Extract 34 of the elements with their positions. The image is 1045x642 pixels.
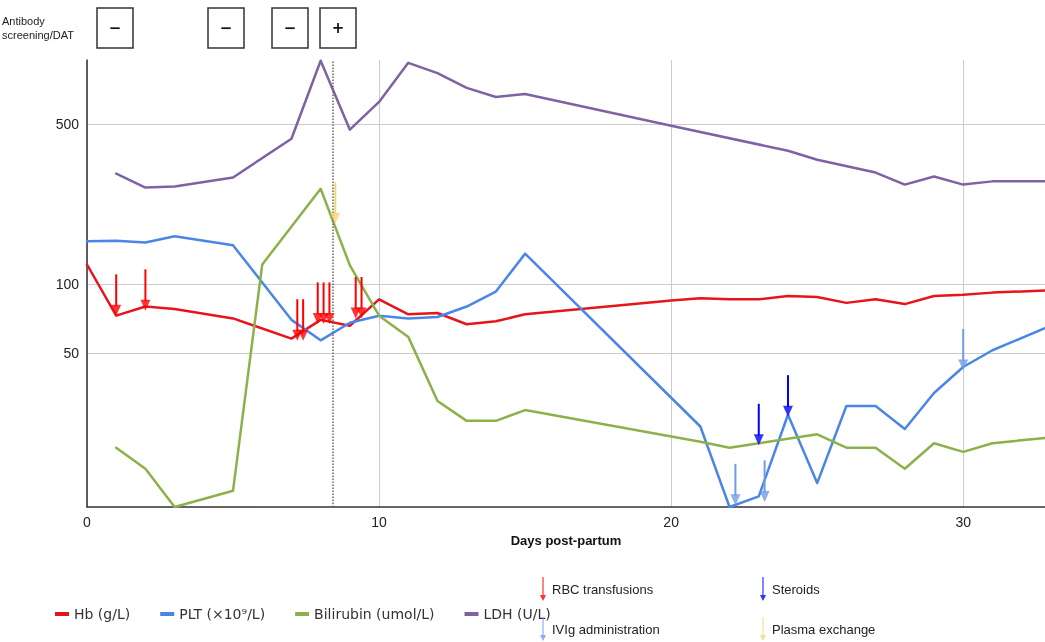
x-axis-title: Days post-partum <box>510 532 622 548</box>
legend-label: Steroids <box>772 581 821 597</box>
legend-label: Hb (g/L) <box>74 606 131 622</box>
legend-label: Plasma exchange <box>772 621 876 637</box>
text: + <box>331 19 345 37</box>
y-tick-label: 50 <box>63 345 80 362</box>
point <box>298 329 309 341</box>
y-tick-label: 500 <box>55 115 80 132</box>
x-tick-label: 10 <box>371 514 388 530</box>
point <box>759 490 770 502</box>
point <box>324 312 335 324</box>
point <box>958 359 969 371</box>
line-series <box>114 59 1045 189</box>
x-tick-label: 0 <box>83 514 92 530</box>
legend-label: IVIg administration <box>552 621 660 637</box>
text: − <box>283 19 297 37</box>
text: Antibody screening/DAT <box>2 15 75 41</box>
x-tick-label: 30 <box>955 514 972 530</box>
point <box>111 304 122 316</box>
legend-label: Bilirubin (umol/L) <box>314 606 435 622</box>
point <box>356 307 367 319</box>
text: − <box>108 19 122 37</box>
point <box>753 434 764 446</box>
point <box>730 494 741 506</box>
text: − <box>219 19 233 37</box>
x-tick-label: 20 <box>663 514 680 530</box>
point <box>330 212 341 224</box>
legend-label: PLT (×10⁹/L) <box>179 606 266 622</box>
legend-label: LDH (U/L) <box>483 606 551 622</box>
line-series <box>85 263 1045 340</box>
point <box>140 299 151 311</box>
legend-label: RBC transfusions <box>552 581 654 597</box>
y-tick-label: 100 <box>55 276 80 293</box>
line-series <box>114 187 1045 509</box>
